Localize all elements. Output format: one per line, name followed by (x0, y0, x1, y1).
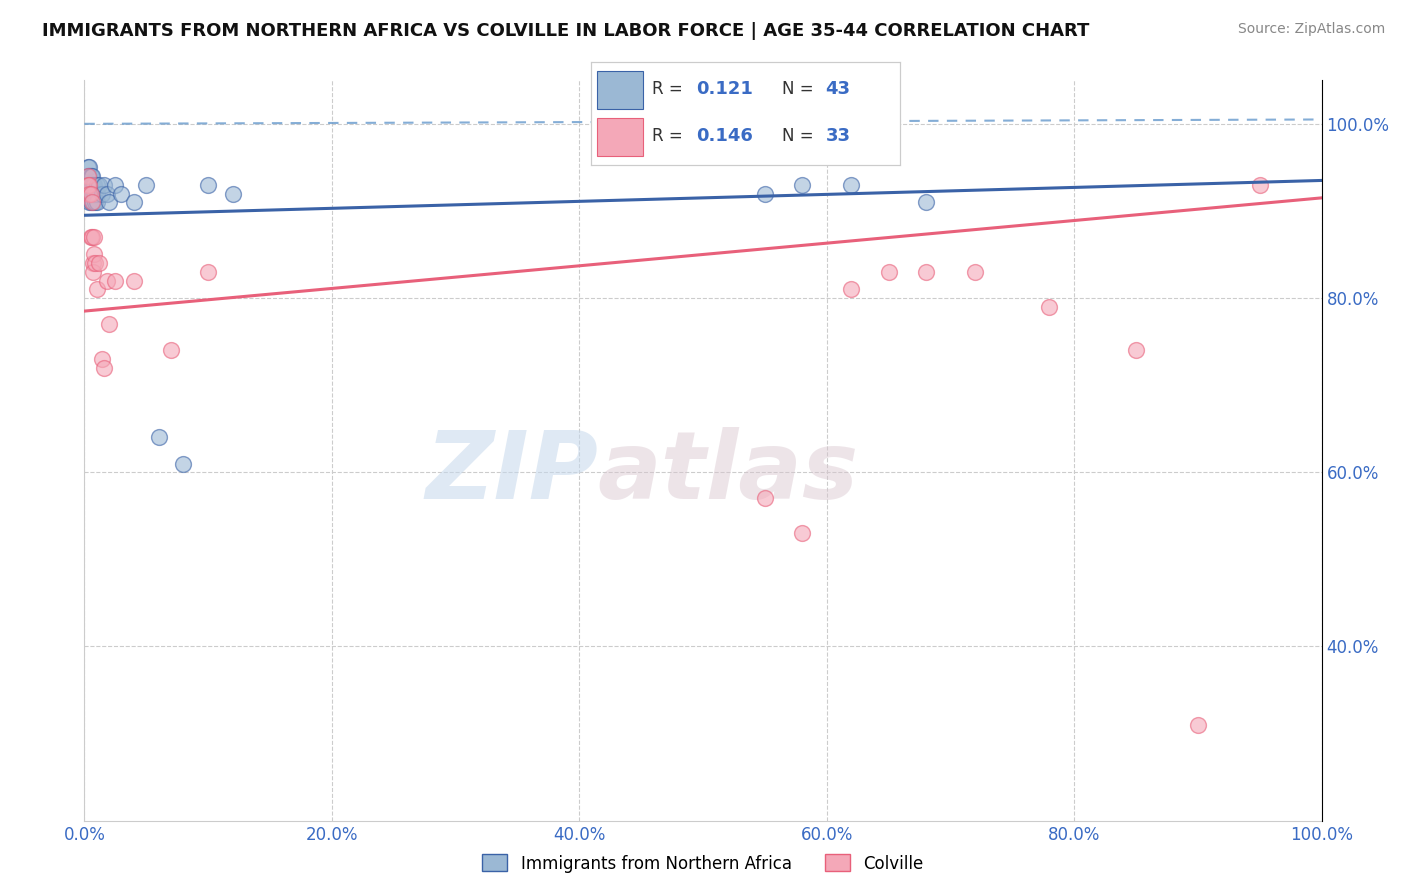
Point (82, 256, 104, 270)
Point (86, 195, 108, 210)
Point (148, 430, 170, 444)
Point (83, 186, 105, 201)
Text: 0.146: 0.146 (696, 127, 752, 145)
Text: R =: R = (652, 79, 689, 97)
Point (79, 186, 101, 201)
Point (77, 161, 100, 175)
Point (79, 178, 101, 192)
FancyBboxPatch shape (596, 118, 643, 156)
Point (104, 274, 127, 288)
Point (79, 186, 101, 201)
Point (90, 186, 112, 201)
Point (79, 186, 101, 201)
Point (83, 178, 105, 192)
Point (79, 195, 101, 210)
Point (77, 169, 100, 183)
Point (754, 491, 776, 506)
Point (82, 178, 104, 192)
Point (98, 317, 121, 331)
Text: Source: ZipAtlas.com: Source: ZipAtlas.com (1237, 22, 1385, 37)
Text: N =: N = (782, 127, 820, 145)
Point (89, 178, 111, 192)
Point (914, 265, 936, 279)
Point (82, 265, 104, 279)
Point (86, 186, 108, 201)
Point (79, 161, 101, 175)
Point (79, 195, 101, 210)
Text: 43: 43 (825, 79, 851, 97)
Point (84, 256, 107, 270)
Text: 0.121: 0.121 (696, 79, 752, 97)
Point (841, 178, 863, 192)
Point (79, 230, 101, 244)
Point (96, 274, 118, 288)
Point (80, 169, 103, 183)
Point (80, 178, 103, 192)
Text: 33: 33 (825, 127, 851, 145)
Point (122, 274, 145, 288)
Point (135, 178, 157, 192)
Point (79, 178, 101, 192)
Point (790, 178, 813, 192)
Point (90, 351, 112, 366)
Point (80, 195, 103, 210)
Text: N =: N = (782, 79, 820, 97)
Text: atlas: atlas (598, 426, 859, 518)
Point (1249, 178, 1271, 192)
Point (79, 186, 101, 201)
Point (1038, 300, 1060, 314)
Point (172, 457, 194, 471)
Point (84, 195, 107, 210)
Point (93, 178, 115, 192)
Point (841, 282, 863, 296)
Point (77, 178, 100, 192)
Point (965, 265, 987, 279)
Point (96, 186, 118, 201)
Point (122, 195, 145, 210)
Point (82, 186, 104, 201)
FancyBboxPatch shape (596, 70, 643, 109)
Point (79, 178, 101, 192)
Point (1187, 718, 1209, 732)
Point (914, 195, 936, 210)
Point (83, 230, 105, 244)
Point (197, 178, 219, 192)
Point (86, 282, 108, 296)
Point (80, 230, 103, 244)
Point (82, 195, 104, 210)
Point (89, 256, 111, 270)
Point (86, 178, 108, 192)
Point (79, 169, 101, 183)
Text: IMMIGRANTS FROM NORTHERN AFRICA VS COLVILLE IN LABOR FORCE | AGE 35-44 CORRELATI: IMMIGRANTS FROM NORTHERN AFRICA VS COLVI… (42, 22, 1090, 40)
Point (93, 360, 115, 375)
Point (77, 186, 100, 201)
Legend: Immigrants from Northern Africa, Colville: Immigrants from Northern Africa, Colvill… (475, 847, 931, 880)
Point (110, 186, 132, 201)
Point (160, 343, 183, 358)
Text: R =: R = (652, 127, 689, 145)
Point (79, 169, 101, 183)
Point (222, 186, 245, 201)
Point (790, 526, 813, 541)
Point (83, 247, 105, 261)
Point (77, 178, 100, 192)
Point (80, 186, 103, 201)
Point (98, 195, 121, 210)
Point (84, 186, 107, 201)
Point (104, 178, 127, 192)
Point (1125, 343, 1147, 358)
Point (754, 186, 776, 201)
Point (197, 265, 219, 279)
Text: ZIP: ZIP (425, 426, 598, 518)
Point (77, 169, 100, 183)
Point (877, 265, 900, 279)
